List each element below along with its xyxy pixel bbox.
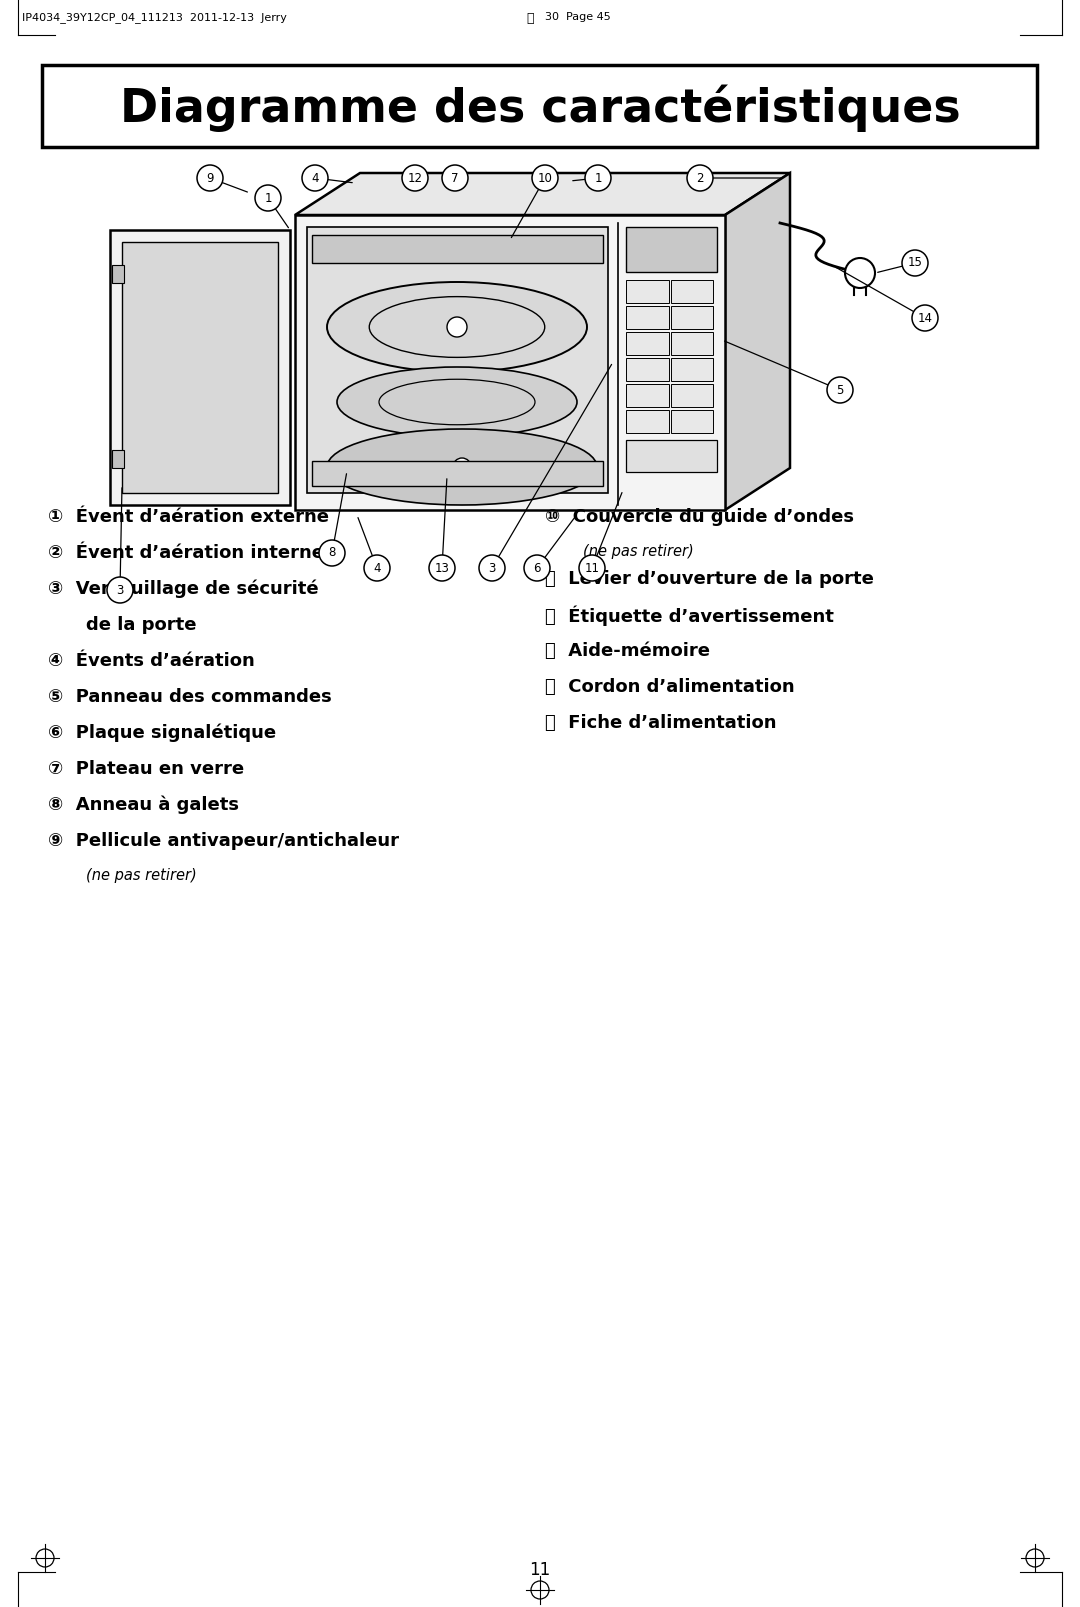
Text: 7: 7: [451, 172, 459, 185]
Polygon shape: [671, 280, 713, 304]
Text: 9: 9: [206, 172, 214, 185]
Text: 13: 13: [434, 561, 449, 574]
Polygon shape: [626, 305, 669, 329]
Text: 6: 6: [534, 561, 541, 574]
Circle shape: [524, 554, 550, 582]
Polygon shape: [671, 384, 713, 407]
Circle shape: [319, 540, 345, 566]
Circle shape: [107, 577, 133, 603]
Polygon shape: [626, 227, 717, 272]
Polygon shape: [626, 333, 669, 355]
Polygon shape: [626, 384, 669, 407]
Polygon shape: [112, 450, 124, 468]
Polygon shape: [626, 358, 669, 381]
Text: 11: 11: [529, 1560, 551, 1580]
Polygon shape: [671, 333, 713, 355]
Polygon shape: [110, 230, 291, 505]
Circle shape: [687, 166, 713, 191]
Text: ⑤  Panneau des commandes: ⑤ Panneau des commandes: [48, 688, 332, 705]
Polygon shape: [307, 227, 608, 493]
Text: ⑦  Plateau en verre: ⑦ Plateau en verre: [48, 760, 244, 778]
Text: ⌖: ⌖: [526, 11, 534, 26]
Circle shape: [585, 166, 611, 191]
Text: 15: 15: [907, 257, 922, 270]
Text: 4: 4: [311, 172, 319, 185]
Text: 5: 5: [836, 384, 843, 397]
Text: ③  Verrouillage de sécurité: ③ Verrouillage de sécurité: [48, 580, 319, 598]
Polygon shape: [295, 174, 789, 215]
Polygon shape: [122, 243, 278, 493]
Text: ⑭  Cordon d’alimentation: ⑭ Cordon d’alimentation: [545, 678, 795, 696]
Text: Diagramme des caractéristiques: Diagramme des caractéristiques: [120, 84, 960, 132]
Polygon shape: [626, 280, 669, 304]
Text: ⑨  Pellicule antivapeur/antichaleur: ⑨ Pellicule antivapeur/antichaleur: [48, 832, 399, 850]
Text: ⑥  Plaque signalétique: ⑥ Plaque signalétique: [48, 725, 276, 742]
Circle shape: [402, 166, 428, 191]
Text: ⑧  Anneau à galets: ⑧ Anneau à galets: [48, 795, 239, 815]
Text: ⑮  Fiche d’alimentation: ⑮ Fiche d’alimentation: [545, 714, 777, 733]
Text: 1: 1: [594, 172, 602, 185]
Circle shape: [364, 554, 390, 582]
Polygon shape: [626, 410, 669, 432]
Text: ④  Évents d’aération: ④ Évents d’aération: [48, 652, 255, 670]
Ellipse shape: [337, 366, 577, 437]
Circle shape: [827, 378, 853, 403]
Text: 30  Page 45: 30 Page 45: [545, 11, 611, 22]
Polygon shape: [671, 410, 713, 432]
Circle shape: [579, 554, 605, 582]
Polygon shape: [671, 358, 713, 381]
Text: 11: 11: [584, 561, 599, 574]
Circle shape: [429, 554, 455, 582]
Circle shape: [912, 305, 939, 331]
Polygon shape: [671, 305, 713, 329]
Polygon shape: [626, 440, 717, 472]
Text: 4: 4: [374, 561, 381, 574]
Text: (ne pas retirer): (ne pas retirer): [86, 868, 197, 882]
Text: IP4034_39Y12CP_04_111213  2011-12-13  Jerry: IP4034_39Y12CP_04_111213 2011-12-13 Jerr…: [22, 11, 287, 22]
Text: 3: 3: [488, 561, 496, 574]
FancyBboxPatch shape: [42, 64, 1037, 146]
Text: 10: 10: [538, 172, 553, 185]
Text: ②  Évent d’aération interne: ② Évent d’aération interne: [48, 545, 324, 562]
Circle shape: [902, 251, 928, 276]
Text: ⑩  Couvercle du guide d’ondes: ⑩ Couvercle du guide d’ondes: [545, 508, 854, 525]
Text: 1: 1: [265, 191, 272, 204]
Circle shape: [480, 554, 505, 582]
Text: 12: 12: [407, 172, 422, 185]
Circle shape: [845, 259, 875, 288]
Text: ①  Évent d’aération externe: ① Évent d’aération externe: [48, 508, 329, 525]
Text: ⑬  Aide-mémoire: ⑬ Aide-mémoire: [545, 643, 710, 660]
Text: (ne pas retirer): (ne pas retirer): [583, 545, 693, 559]
Circle shape: [197, 166, 222, 191]
Circle shape: [442, 166, 468, 191]
Ellipse shape: [327, 429, 597, 505]
Text: 2: 2: [697, 172, 704, 185]
Circle shape: [447, 317, 467, 337]
Text: 14: 14: [918, 312, 932, 325]
Ellipse shape: [327, 281, 588, 371]
Polygon shape: [312, 461, 603, 485]
Polygon shape: [312, 235, 603, 264]
Text: 3: 3: [117, 583, 124, 596]
Text: de la porte: de la porte: [86, 615, 197, 635]
Circle shape: [302, 166, 328, 191]
Text: ⑫  Étiquette d’avertissement: ⑫ Étiquette d’avertissement: [545, 606, 834, 627]
Circle shape: [532, 166, 558, 191]
Text: 8: 8: [328, 546, 336, 559]
Polygon shape: [725, 174, 789, 509]
Polygon shape: [112, 265, 124, 283]
Polygon shape: [295, 215, 725, 509]
Circle shape: [453, 458, 471, 476]
Text: ⑪  Levier d’ouverture de la porte: ⑪ Levier d’ouverture de la porte: [545, 570, 874, 588]
Circle shape: [255, 185, 281, 211]
